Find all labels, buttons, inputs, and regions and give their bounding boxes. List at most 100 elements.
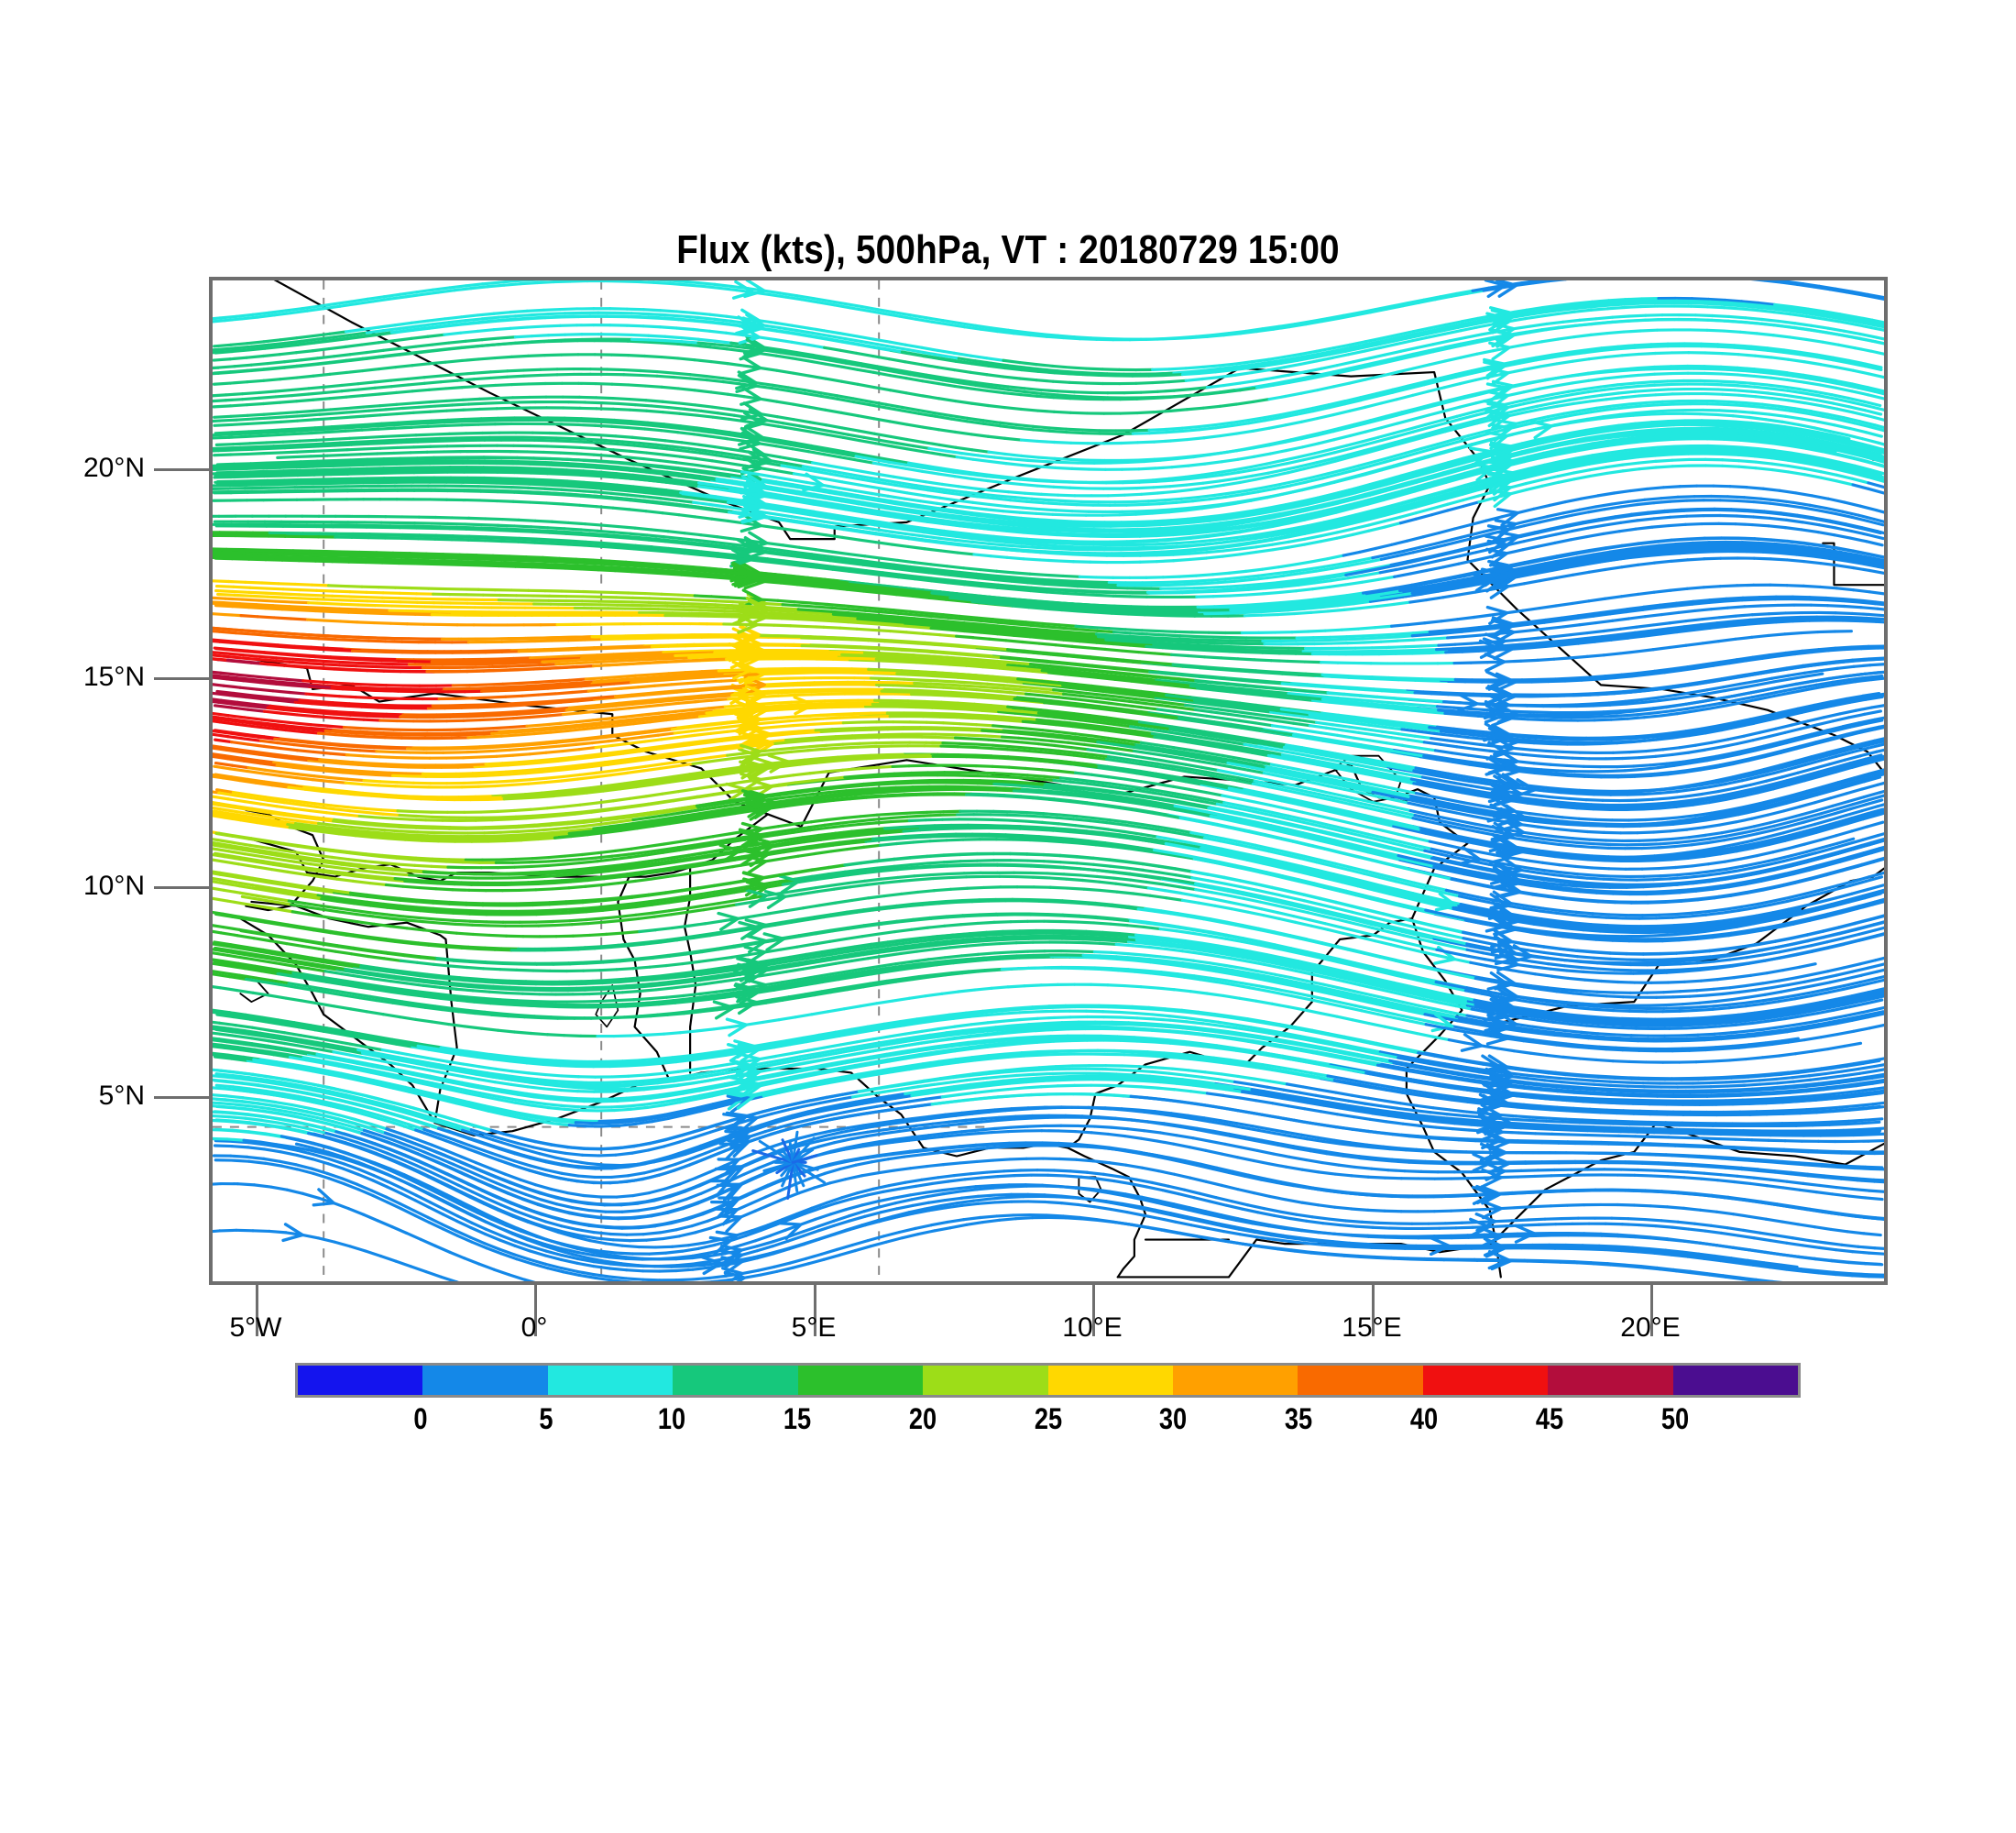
streamline-segment [1557, 842, 1577, 848]
streamline-segment [1587, 355, 1607, 361]
streamline-segment [219, 698, 239, 704]
streamline-segment [407, 1123, 426, 1131]
streamline-segment [505, 368, 526, 373]
streamline-segment [1064, 427, 1085, 432]
streamline-segment [323, 970, 344, 976]
streamline-segment [1364, 401, 1383, 409]
streamline-segment [428, 409, 449, 413]
map-plot-area[interactable] [209, 277, 1888, 1285]
streamline-segment [422, 374, 443, 379]
streamline-segment [516, 988, 537, 992]
streamline-segment [866, 894, 886, 900]
streamline-segment [707, 1089, 728, 1095]
streamline-segment [1640, 846, 1660, 851]
streamline-segment [1128, 631, 1149, 636]
streamline-segment [279, 419, 300, 423]
streamline-segment [1536, 825, 1556, 830]
streamline-segment [867, 732, 887, 737]
streamline-segment [670, 681, 690, 686]
streamline-segment [826, 1007, 846, 1014]
streamline-segment [1345, 574, 1365, 580]
streamline-segment [774, 354, 794, 360]
streamline-segment [998, 1073, 1019, 1079]
streamline-segment [1652, 829, 1672, 834]
streamline-segment [854, 1028, 873, 1035]
streamline-segment [1269, 462, 1289, 468]
streamline-segment [1391, 841, 1410, 849]
streamline-segment [678, 536, 698, 543]
streamline-segment [1236, 1156, 1255, 1163]
streamline-segment [1244, 567, 1265, 573]
streamline-segment [1623, 767, 1643, 773]
streamline-segment [948, 944, 969, 949]
streamline-segment [429, 1170, 446, 1180]
streamline-segment [1723, 857, 1743, 863]
streamline-segment [547, 854, 567, 860]
streamline-segment [709, 470, 729, 477]
streamline-segment [907, 1097, 928, 1103]
streamline-segment [564, 852, 584, 858]
streamline-segment [1139, 1085, 1159, 1090]
streamline-segment [1829, 792, 1848, 800]
streamline-segment [444, 408, 466, 412]
streamline-segment [1619, 373, 1640, 379]
x-tick-label: 0° [461, 1312, 608, 1344]
streamline-segment [626, 1171, 646, 1178]
streamline-segment [1028, 572, 1048, 577]
streamline-segment [1820, 884, 1839, 892]
streamline-segment [514, 857, 534, 862]
streamline-segment [637, 1206, 657, 1213]
streamline-segment [1637, 351, 1657, 356]
streamline-segment [1760, 1054, 1781, 1059]
streamline-segment [874, 999, 894, 1005]
streamline-segment [1594, 502, 1614, 509]
streamline-segment [1860, 833, 1880, 842]
streamline-segment [213, 404, 232, 409]
streamline-segment [1854, 706, 1874, 712]
streamline-segment [1119, 441, 1140, 445]
streamline-segment [1716, 1136, 1737, 1141]
streamline-segment [1803, 430, 1824, 437]
streamline-segment [1090, 1131, 1110, 1136]
streamline-segment [1383, 515, 1402, 523]
streamline-segment [1785, 378, 1805, 384]
streamline-segment [1299, 792, 1320, 799]
streamline-segment [476, 686, 496, 690]
streamline-segment [1056, 752, 1076, 757]
streamline-segment [612, 418, 633, 423]
streamline-segment [817, 735, 838, 740]
streamline-segment [1147, 945, 1167, 951]
streamline-segment [1296, 819, 1315, 827]
streamline-segment [1208, 517, 1228, 522]
streamline-segment [847, 608, 868, 612]
streamline-segment [1447, 648, 1468, 653]
streamline-segment [1140, 822, 1160, 829]
streamline-segment [1818, 811, 1837, 819]
streamline-segment [894, 946, 915, 952]
streamline-segment [827, 1110, 847, 1117]
streamline-segment [1019, 685, 1039, 690]
streamline-segment [1706, 860, 1726, 866]
streamline-segment [847, 552, 867, 558]
streamline-segment [1081, 940, 1101, 945]
streamline-segment [1876, 781, 1884, 786]
streamline-segment [1078, 575, 1099, 579]
streamline-segment [1802, 816, 1822, 824]
streamline-segment [952, 1147, 972, 1153]
streamline-segment [1753, 354, 1773, 359]
streamline-segment [1612, 488, 1632, 495]
streamline-segment [711, 415, 731, 421]
streamline-segment [1389, 943, 1408, 950]
streamline-segment [1321, 495, 1342, 502]
streamline-segment [863, 554, 883, 560]
streamline-segment [794, 1013, 814, 1019]
streamline-segment [1713, 1020, 1733, 1026]
streamline-segment [268, 1050, 289, 1057]
streamline-segment [560, 1224, 579, 1232]
streamline-segment [644, 409, 665, 414]
streamline-segment [213, 683, 225, 687]
streamline-segment [1187, 462, 1207, 467]
streamline-segment [1519, 823, 1539, 829]
streamline-segment [286, 960, 306, 966]
streamline-segment [1385, 1120, 1405, 1125]
